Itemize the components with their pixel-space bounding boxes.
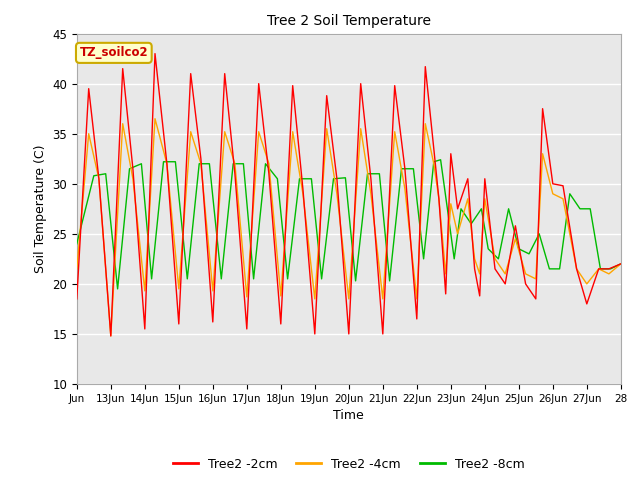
Text: TZ_soilco2: TZ_soilco2 xyxy=(79,47,148,60)
X-axis label: Time: Time xyxy=(333,409,364,422)
Legend: Tree2 -2cm, Tree2 -4cm, Tree2 -8cm: Tree2 -2cm, Tree2 -4cm, Tree2 -8cm xyxy=(168,453,529,476)
Y-axis label: Soil Temperature (C): Soil Temperature (C) xyxy=(34,144,47,273)
Title: Tree 2 Soil Temperature: Tree 2 Soil Temperature xyxy=(267,14,431,28)
